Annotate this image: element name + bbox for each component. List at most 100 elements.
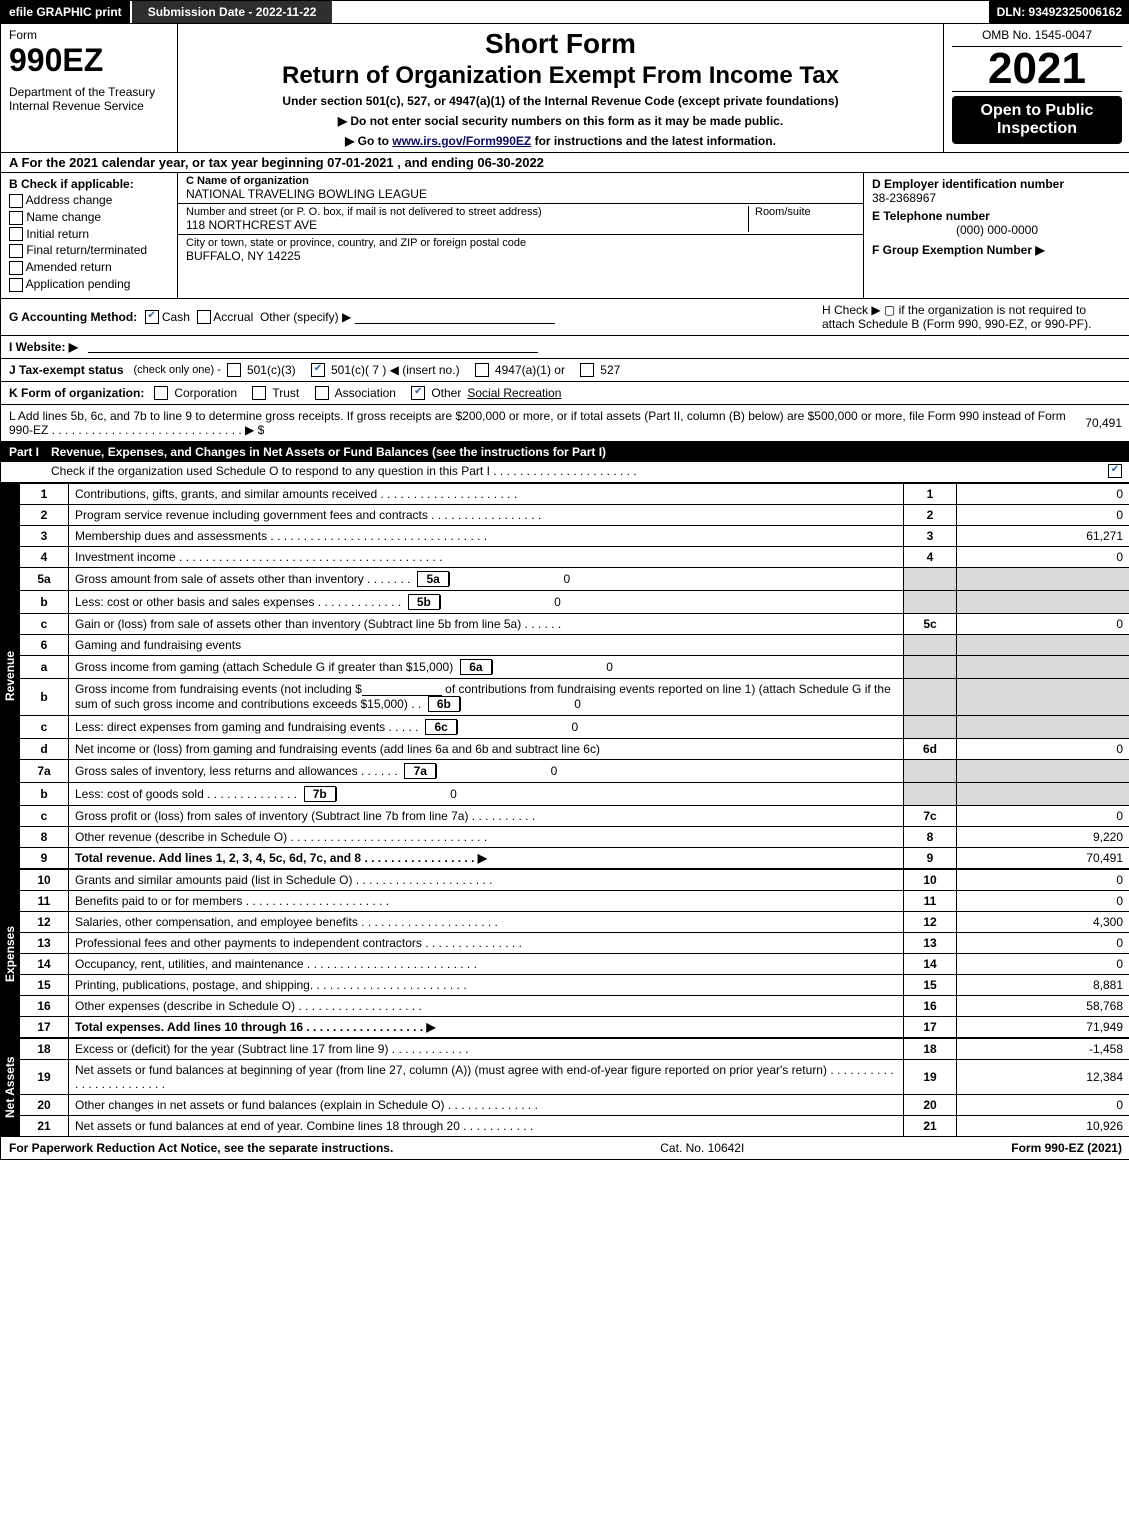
line-10-box: 10 bbox=[904, 869, 957, 890]
section-k: K Form of organization: Corporation Trus… bbox=[1, 382, 1129, 405]
other-specify-line[interactable] bbox=[355, 311, 555, 324]
line-21-desc: Net assets or fund balances at end of ye… bbox=[69, 1115, 904, 1136]
efile-print-button[interactable]: efile GRAPHIC print bbox=[1, 1, 132, 23]
footer-left: For Paperwork Reduction Act Notice, see … bbox=[9, 1141, 393, 1155]
line-5c-num: c bbox=[20, 613, 69, 634]
part-1-title: Revenue, Expenses, and Changes in Net As… bbox=[51, 445, 606, 459]
line-7b-val bbox=[957, 782, 1129, 805]
line-6a-subval: 0 bbox=[492, 660, 617, 674]
chk-initial-return[interactable]: Initial return bbox=[9, 227, 169, 242]
chk-cash[interactable] bbox=[145, 310, 159, 324]
expenses-table: 10Grants and similar amounts paid (list … bbox=[19, 869, 1129, 1038]
line-6d-num: d bbox=[20, 738, 69, 759]
tel-label: E Telephone number bbox=[872, 209, 1122, 223]
chk-address-change[interactable]: Address change bbox=[9, 193, 169, 208]
chk-cash-label: Cash bbox=[162, 310, 190, 324]
chk-initial-return-label: Initial return bbox=[26, 227, 89, 241]
line-6b-desc: Gross income from fundraising events (no… bbox=[69, 678, 904, 715]
line-11-val: 0 bbox=[957, 890, 1129, 911]
form-header: Form 990EZ Department of the Treasury In… bbox=[1, 24, 1129, 153]
line-18-val: -1,458 bbox=[957, 1038, 1129, 1059]
line-8-val: 9,220 bbox=[957, 826, 1129, 847]
line-15-desc: Printing, publications, postage, and shi… bbox=[69, 974, 904, 995]
line-8-box: 8 bbox=[904, 826, 957, 847]
line-11-num: 11 bbox=[20, 890, 69, 911]
line-6c-desc-text: Less: direct expenses from gaming and fu… bbox=[75, 720, 419, 734]
revenue-tab: Revenue bbox=[1, 483, 19, 869]
line-6c-sub: 6c bbox=[425, 719, 457, 735]
line-5a-val bbox=[957, 567, 1129, 590]
sections-bcdef: B Check if applicable: Address change Na… bbox=[1, 173, 1129, 299]
form-990ez-page: efile GRAPHIC print Submission Date - 20… bbox=[0, 0, 1129, 1160]
part-1-check-note: Check if the organization used Schedule … bbox=[51, 464, 637, 478]
chk-4947[interactable] bbox=[475, 363, 489, 377]
line-6a-sub: 6a bbox=[460, 659, 492, 675]
line-5a-desc: Gross amount from sale of assets other t… bbox=[69, 567, 904, 590]
room-suite-label: Room/suite bbox=[749, 206, 855, 232]
org-name-block: C Name of organization NATIONAL TRAVELIN… bbox=[178, 173, 863, 204]
line-7a: 7aGross sales of inventory, less returns… bbox=[20, 759, 1129, 782]
line-7a-box bbox=[904, 759, 957, 782]
line-6b-blank[interactable] bbox=[362, 683, 442, 696]
chk-name-change[interactable]: Name change bbox=[9, 210, 169, 225]
line-7b-box bbox=[904, 782, 957, 805]
chk-accrual[interactable] bbox=[197, 310, 211, 324]
line-6-box bbox=[904, 634, 957, 655]
netassets-table: 18Excess or (deficit) for the year (Subt… bbox=[19, 1038, 1129, 1137]
line-21: 21Net assets or fund balances at end of … bbox=[20, 1115, 1129, 1136]
chk-corp-label: Corporation bbox=[174, 386, 237, 400]
note-ssn: ▶ Do not enter social security numbers o… bbox=[186, 114, 935, 128]
chk-application-pending[interactable]: Application pending bbox=[9, 277, 169, 292]
line-6-desc: Gaming and fundraising events bbox=[69, 634, 904, 655]
netassets-block: Net Assets 18Excess or (deficit) for the… bbox=[1, 1038, 1129, 1137]
chk-other[interactable] bbox=[411, 386, 425, 400]
line-18-num: 18 bbox=[20, 1038, 69, 1059]
line-6c-desc: Less: direct expenses from gaming and fu… bbox=[69, 715, 904, 738]
org-city-label: City or town, state or province, country… bbox=[186, 237, 855, 249]
line-15-val: 8,881 bbox=[957, 974, 1129, 995]
line-5a-desc-text: Gross amount from sale of assets other t… bbox=[75, 572, 410, 586]
line-21-num: 21 bbox=[20, 1115, 69, 1136]
org-city: BUFFALO, NY 14225 bbox=[186, 249, 855, 263]
line-17: 17Total expenses. Add lines 10 through 1… bbox=[20, 1016, 1129, 1037]
section-g-h: G Accounting Method: Cash Accrual Other … bbox=[1, 299, 1129, 336]
header-left: Form 990EZ Department of the Treasury In… bbox=[1, 24, 178, 152]
line-4-box: 4 bbox=[904, 546, 957, 567]
short-form-title: Short Form bbox=[186, 28, 935, 60]
chk-527-label: 527 bbox=[600, 363, 620, 377]
chk-527[interactable] bbox=[580, 363, 594, 377]
chk-501c[interactable] bbox=[311, 363, 325, 377]
section-i-label: I Website: ▶ bbox=[9, 340, 78, 354]
line-14-num: 14 bbox=[20, 953, 69, 974]
line-6a-num: a bbox=[20, 655, 69, 678]
irs-link[interactable]: www.irs.gov/Form990EZ bbox=[392, 134, 531, 148]
line-17-val: 71,949 bbox=[957, 1016, 1129, 1037]
line-19-num: 19 bbox=[20, 1059, 69, 1094]
line-2-val: 0 bbox=[957, 504, 1129, 525]
revenue-block: Revenue 1Contributions, gifts, grants, a… bbox=[1, 483, 1129, 869]
line-6d-val: 0 bbox=[957, 738, 1129, 759]
section-i: I Website: ▶ bbox=[1, 336, 1129, 359]
section-g-label: G Accounting Method: bbox=[9, 310, 137, 324]
line-3-box: 3 bbox=[904, 525, 957, 546]
line-6c-box bbox=[904, 715, 957, 738]
section-l: L Add lines 5b, 6c, and 7b to line 9 to … bbox=[1, 405, 1129, 442]
expenses-tab: Expenses bbox=[1, 869, 19, 1038]
website-line[interactable] bbox=[88, 340, 538, 353]
tax-year: 2021 bbox=[952, 47, 1122, 92]
section-a: A For the 2021 calendar year, or tax yea… bbox=[1, 153, 1129, 173]
chk-assoc[interactable] bbox=[315, 386, 329, 400]
chk-schedule-o[interactable] bbox=[1108, 464, 1122, 478]
line-6c-num: c bbox=[20, 715, 69, 738]
org-name-label: C Name of organization bbox=[186, 175, 855, 187]
chk-amended-return[interactable]: Amended return bbox=[9, 260, 169, 275]
chk-corp[interactable] bbox=[154, 386, 168, 400]
chk-501c3[interactable] bbox=[227, 363, 241, 377]
line-3-desc: Membership dues and assessments . . . . … bbox=[69, 525, 904, 546]
section-l-value: 70,491 bbox=[1085, 416, 1122, 430]
other-value: Social Recreation bbox=[467, 386, 561, 400]
chk-trust[interactable] bbox=[252, 386, 266, 400]
chk-final-return[interactable]: Final return/terminated bbox=[9, 243, 169, 258]
note-goto: ▶ Go to www.irs.gov/Form990EZ for instru… bbox=[186, 134, 935, 148]
chk-4947-label: 4947(a)(1) or bbox=[495, 363, 565, 377]
